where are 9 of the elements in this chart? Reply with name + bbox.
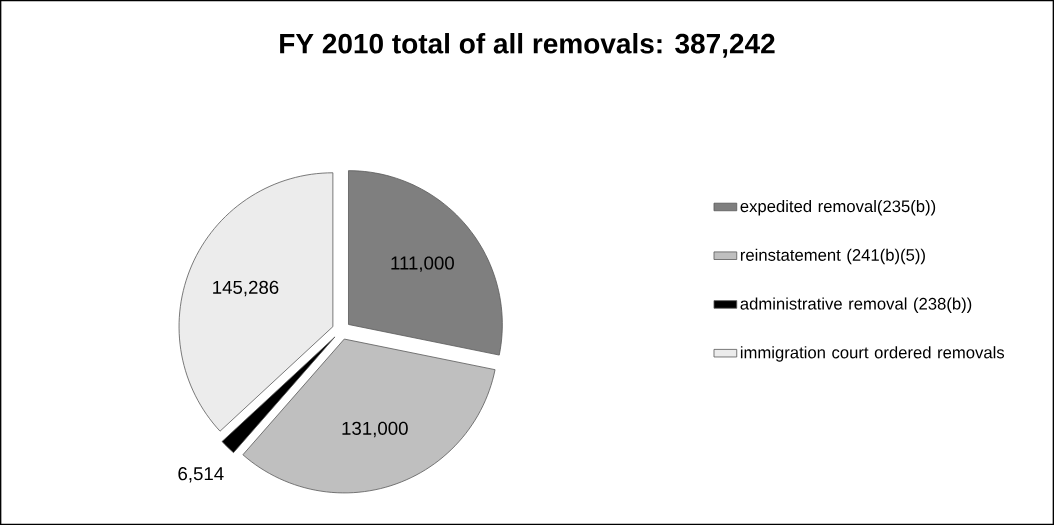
- data-label: 111,000: [391, 256, 454, 272]
- legend-label: immigration court ordered removals: [740, 346, 1005, 362]
- legend-label: administrative removal (238(b)): [740, 297, 972, 313]
- legend-label: reinstatement (241(b)(5)): [740, 248, 925, 265]
- data-label: 131,000: [342, 421, 408, 438]
- data-label: 145,286: [213, 280, 279, 297]
- legend-label: expedited removal(235(b)): [740, 199, 936, 216]
- data-label: 6,514: [178, 467, 224, 483]
- chart-title: FY 2010 total of all removals: 387,242: [280, 33, 775, 58]
